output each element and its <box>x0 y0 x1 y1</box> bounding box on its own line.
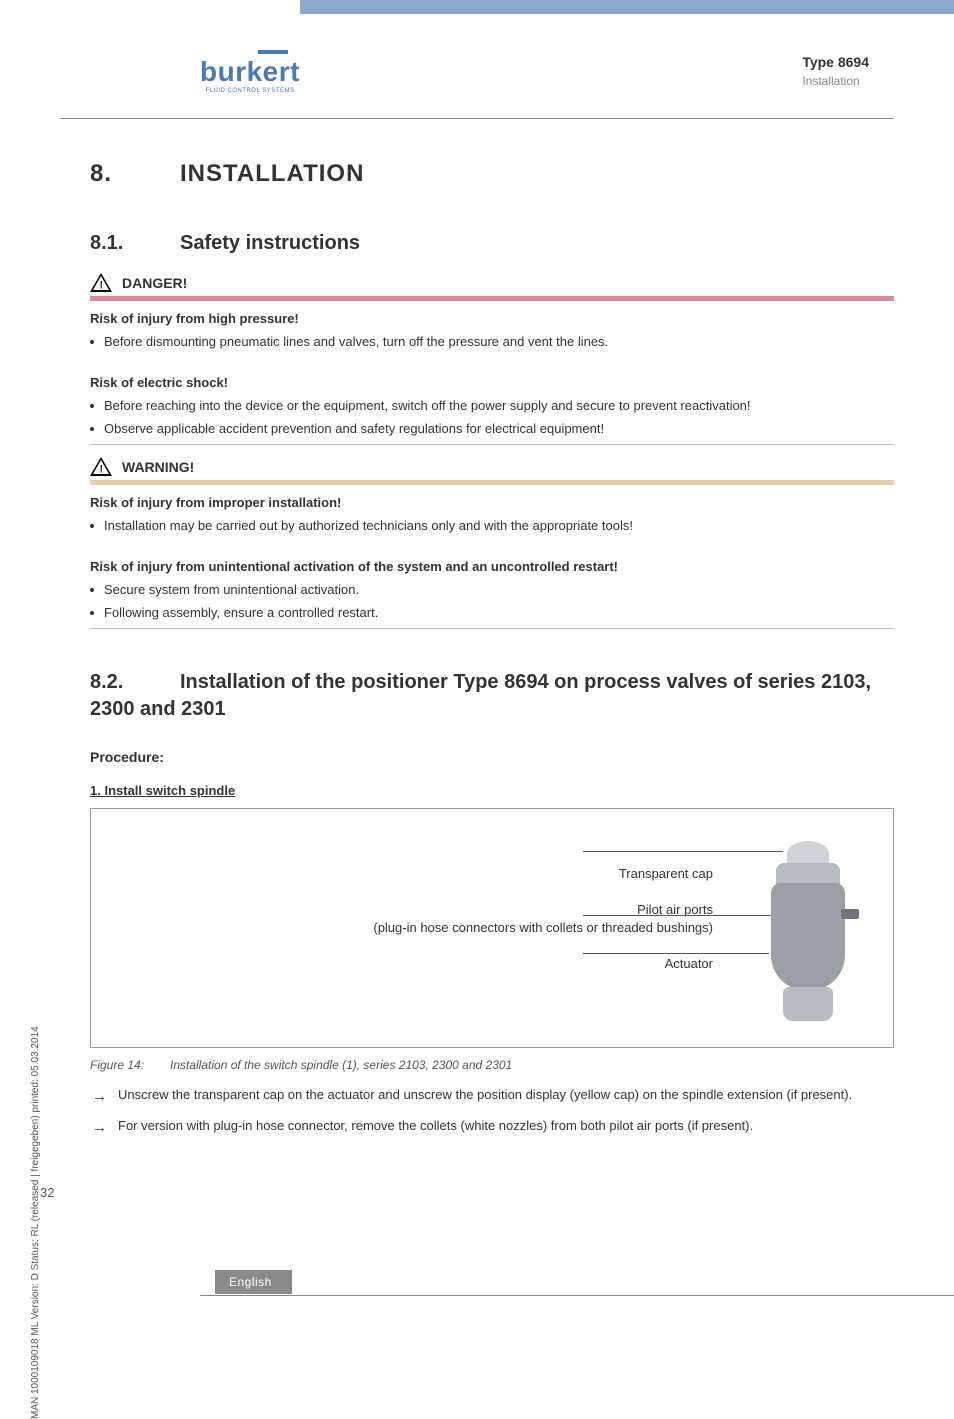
side-metadata: MAN 1000109018 ML Version: D Status: RL … <box>30 480 44 960</box>
language-tab: English <box>215 1270 292 1294</box>
warning-label: WARNING! <box>122 459 194 475</box>
page-number: 32 <box>40 1185 54 1200</box>
danger-group2-title: Risk of electric shock! <box>90 375 894 390</box>
doc-type-title: Type 8694 <box>802 54 869 70</box>
warning-bar <box>90 480 894 485</box>
logo-tagline: FLUID CONTROL SYSTEMS <box>200 88 300 94</box>
warning-header: ! WARNING! <box>90 457 894 476</box>
danger-bottom-rule <box>90 444 894 445</box>
figure-label-column: Transparent cap Pilot air ports (plug-in… <box>111 865 713 992</box>
top-color-tab <box>300 0 954 14</box>
h2-number: 8.1. <box>90 232 180 255</box>
h2-title: Installation of the positioner Type 8694… <box>90 671 871 720</box>
main-content: 8.INSTALLATION 8.1.Safety instructions !… <box>90 160 894 1148</box>
warning-group2-title: Risk of injury from unintentional activa… <box>90 559 894 574</box>
warning-bottom-rule <box>90 628 894 629</box>
actuator-port-shape <box>841 909 859 919</box>
warning-group1-title: Risk of injury from improper installatio… <box>90 495 894 510</box>
warning-triangle-icon: ! <box>90 457 112 476</box>
logo-accent-bar <box>258 50 288 54</box>
header-rule <box>60 118 894 119</box>
brand-logo: burkert FLUID CONTROL SYSTEMS <box>200 50 300 94</box>
procedure-label: Procedure: <box>90 749 894 765</box>
figure-caption-num: Figure 14: <box>90 1058 170 1072</box>
h2-number: 8.2. <box>90 669 180 696</box>
step1-title: 1. Install switch spindle <box>90 783 894 798</box>
danger-group1-title: Risk of injury from high pressure! <box>90 311 894 326</box>
danger-group2-item: Before reaching into the device or the e… <box>90 398 894 413</box>
danger-header: ! DANGER! <box>90 273 894 292</box>
warning-group2-item: Following assembly, ensure a controlled … <box>90 605 894 620</box>
logo-wordmark: burkert <box>200 56 300 88</box>
h2-title: Safety instructions <box>180 232 360 254</box>
procedure-arrow-item: For version with plug-in hose connector,… <box>90 1117 894 1136</box>
fig-label-ports: Pilot air ports (plug-in hose connectors… <box>111 901 713 937</box>
fig-label-actuator: Actuator <box>111 955 713 973</box>
page-header: burkert FLUID CONTROL SYSTEMS Type 8694 … <box>0 50 954 110</box>
figure-actuator-drawing <box>743 823 873 1033</box>
warning-triangle-icon: ! <box>90 273 112 292</box>
procedure-arrow-item: Unscrew the transparent cap on the actua… <box>90 1086 894 1105</box>
figure-caption-text: Installation of the switch spindle (1), … <box>170 1058 512 1072</box>
heading-8-2: 8.2.Installation of the positioner Type … <box>90 669 894 723</box>
actuator-valve-shape <box>783 987 833 1021</box>
warning-group1-item: Installation may be carried out by autho… <box>90 518 894 533</box>
leader-line <box>583 953 769 954</box>
danger-label: DANGER! <box>122 275 187 291</box>
doc-type-block: Type 8694 Installation <box>802 54 869 88</box>
figure-caption: Figure 14:Installation of the switch spi… <box>90 1058 894 1072</box>
actuator-body-shape <box>771 883 845 991</box>
doc-type-section: Installation <box>802 74 869 88</box>
footer-rule <box>200 1295 954 1296</box>
leader-line <box>583 851 783 852</box>
heading-1: 8.INSTALLATION <box>90 160 894 188</box>
h1-number: 8. <box>90 160 180 188</box>
danger-group2-item: Observe applicable accident prevention a… <box>90 421 894 436</box>
warning-group2-item: Secure system from unintentional activat… <box>90 582 894 597</box>
fig-label-cap: Transparent cap <box>111 865 713 883</box>
danger-group1-item: Before dismounting pneumatic lines and v… <box>90 334 894 349</box>
figure-14-box: Transparent cap Pilot air ports (plug-in… <box>90 808 894 1048</box>
h1-title: INSTALLATION <box>180 160 364 187</box>
danger-bar <box>90 296 894 301</box>
heading-8-1: 8.1.Safety instructions <box>90 232 894 255</box>
side-metadata-text: MAN 1000109018 ML Version: D Status: RL … <box>30 1026 41 1419</box>
